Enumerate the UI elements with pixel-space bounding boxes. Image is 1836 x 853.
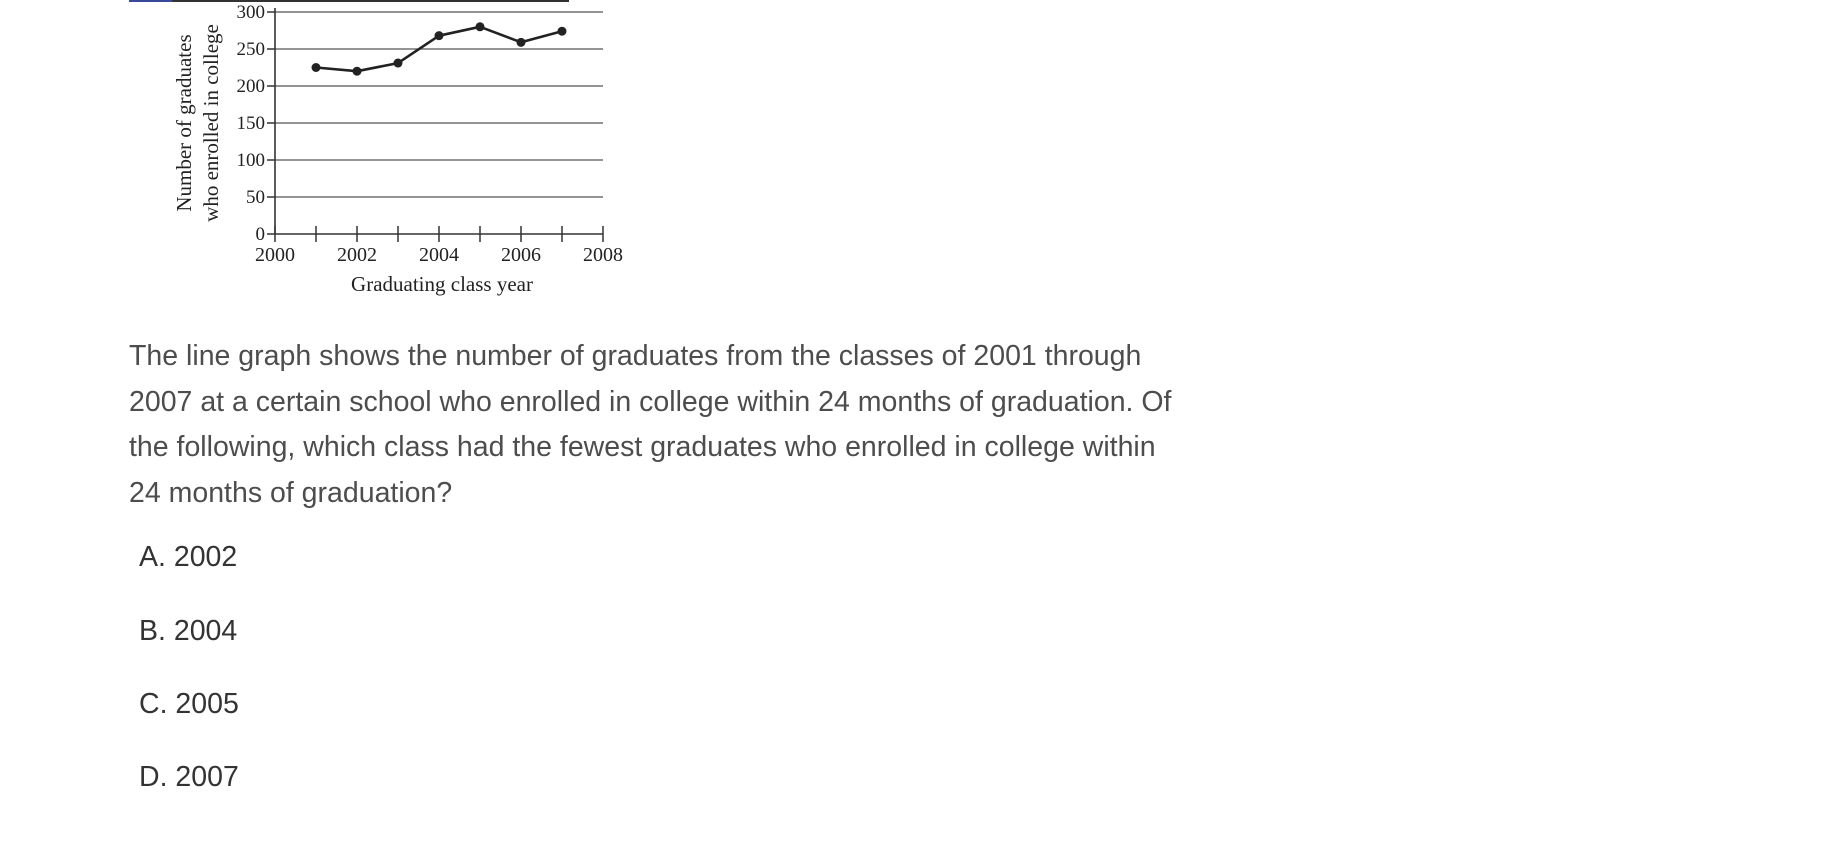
data-point-2006 — [516, 37, 526, 47]
y-tick-label-150: 150 — [237, 113, 266, 134]
data-point-2007 — [557, 26, 567, 36]
y-axis-title-line-1: Number of graduates — [172, 34, 196, 211]
data-point-2004 — [434, 31, 444, 41]
x-tick-label-2006: 2006 — [501, 244, 541, 266]
data-point-2005 — [475, 22, 485, 32]
y-tick-label-250: 250 — [237, 39, 266, 60]
x-tick-label-2004: 2004 — [419, 244, 459, 266]
line-chart: 0 50 100 150 200 250 300 2000 2002 2004 2006 2008 Gr… — [172, 2, 623, 296]
x-tick-label-2000: 2000 — [255, 244, 295, 266]
data-point-2003 — [393, 58, 403, 68]
top-rule — [129, 0, 569, 2]
answer-choice-d[interactable]: D. 2007 — [139, 761, 239, 793]
top-rule-accent — [129, 0, 172, 2]
x-axis-title: Graduating class year — [351, 272, 533, 296]
x-tick-label-2002: 2002 — [337, 244, 377, 266]
answer-choice-b[interactable]: B. 2004 — [139, 615, 238, 647]
answer-choice-c[interactable]: C. 2005 — [139, 688, 239, 720]
data-point-2001 — [311, 63, 321, 72]
y-tick-label-300: 300 — [237, 2, 266, 23]
answer-choice-a[interactable]: A. 2002 — [139, 541, 238, 573]
y-tick-label-200: 200 — [237, 76, 266, 97]
y-tick-label-100: 100 — [237, 150, 266, 171]
y-tick-label-50: 50 — [246, 187, 265, 208]
x-tick-label-2008: 2008 — [583, 244, 623, 266]
question-text: The line graph shows the number of gradu… — [129, 340, 1172, 509]
data-point-2002 — [352, 66, 362, 76]
y-tick-label-0: 0 — [256, 224, 266, 245]
y-axis-title-line-2: who enrolled in college — [199, 24, 223, 222]
